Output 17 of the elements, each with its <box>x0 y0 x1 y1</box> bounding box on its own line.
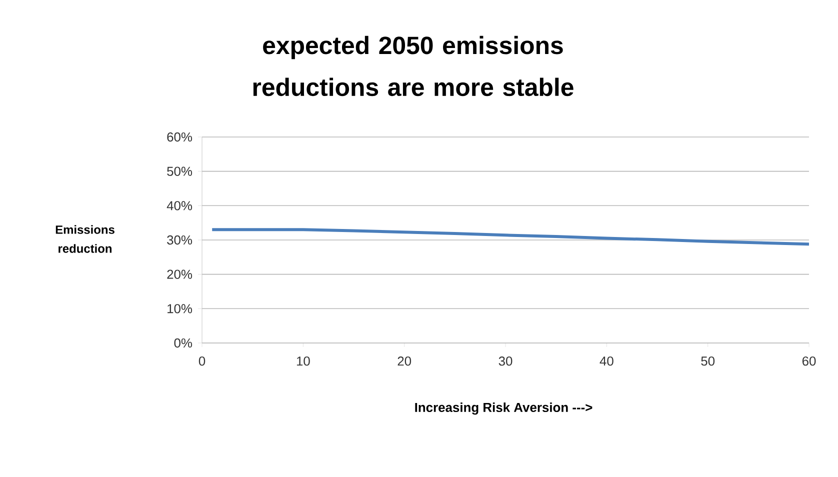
x-tick-label: 40 <box>600 356 614 366</box>
x-tick-label: 60 <box>802 356 816 366</box>
y-tick-label: 20% <box>167 270 192 279</box>
x-tick-label: 20 <box>398 356 412 366</box>
x-tick-label: 50 <box>701 356 715 366</box>
y-tick-label: 60% <box>167 132 192 142</box>
y-tick-label: 50% <box>167 166 192 176</box>
x-tick-label: 0 <box>198 356 206 366</box>
y-tick-label: 40% <box>166 201 192 210</box>
chart-title: expected 2050 emissions reductions are more stable <box>253 36 574 96</box>
y-axis-title: Emissions reduction <box>56 225 114 253</box>
y-tick-label: 30% <box>167 235 192 245</box>
x-tick-label: 30 <box>498 356 512 366</box>
x-tick-label: 10 <box>296 356 310 366</box>
y-tick-label: 0% <box>174 338 192 348</box>
y-tick-label: 10% <box>168 304 192 314</box>
x-axis-title: Increasing Risk Aversion ---> <box>415 402 592 415</box>
